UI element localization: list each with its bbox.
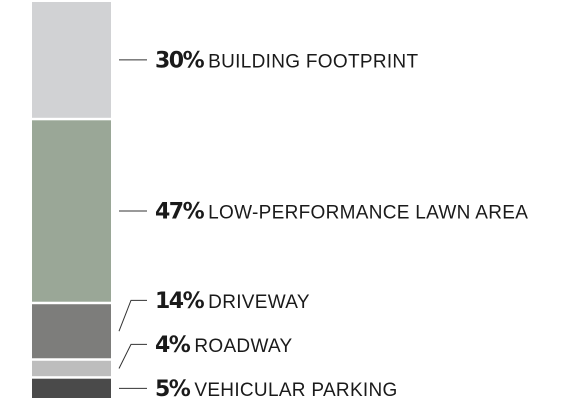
leader-line-driveway xyxy=(118,299,147,332)
percent-label: 30% xyxy=(155,48,205,73)
leader-lines xyxy=(118,59,147,389)
bar-segment-low-performance-lawn-area xyxy=(32,120,111,302)
category-label: DRIVEWAY xyxy=(208,292,310,313)
bar-segments xyxy=(32,2,111,398)
segment-label-vehicular-parking: 5% VEHICULAR PARKING xyxy=(155,377,398,402)
bar-segment-building-footprint xyxy=(32,2,111,118)
bar-segment-vehicular-parking xyxy=(32,378,111,398)
bar-segment-roadway xyxy=(32,360,111,377)
segment-labels: 30% BUILDING FOOTPRINT 47% LOW-PERFORMANCE … xyxy=(155,48,528,401)
percent-label: 5% xyxy=(155,377,191,402)
category-label: BUILDING FOOTPRINT xyxy=(208,51,418,72)
segment-label-building-footprint: 30% BUILDING FOOTPRINT xyxy=(155,48,418,73)
percent-label: 14% xyxy=(155,289,205,314)
segment-label-driveway: 14% DRIVEWAY xyxy=(155,289,310,314)
category-label: VEHICULAR PARKING xyxy=(194,380,397,401)
category-label: ROADWAY xyxy=(194,336,292,357)
percent-label: 4% xyxy=(155,333,191,358)
bar-segment-driveway xyxy=(32,304,111,359)
percent-label: 47% xyxy=(155,200,205,225)
segment-label-roadway: 4% ROADWAY xyxy=(155,333,293,358)
leader-line-roadway xyxy=(118,343,147,369)
category-label: LOW-PERFORMANCE LAWN AREA xyxy=(208,203,528,224)
segment-label-low-performance-lawn-area: 47% LOW-PERFORMANCE LAWN AREA xyxy=(155,200,528,225)
